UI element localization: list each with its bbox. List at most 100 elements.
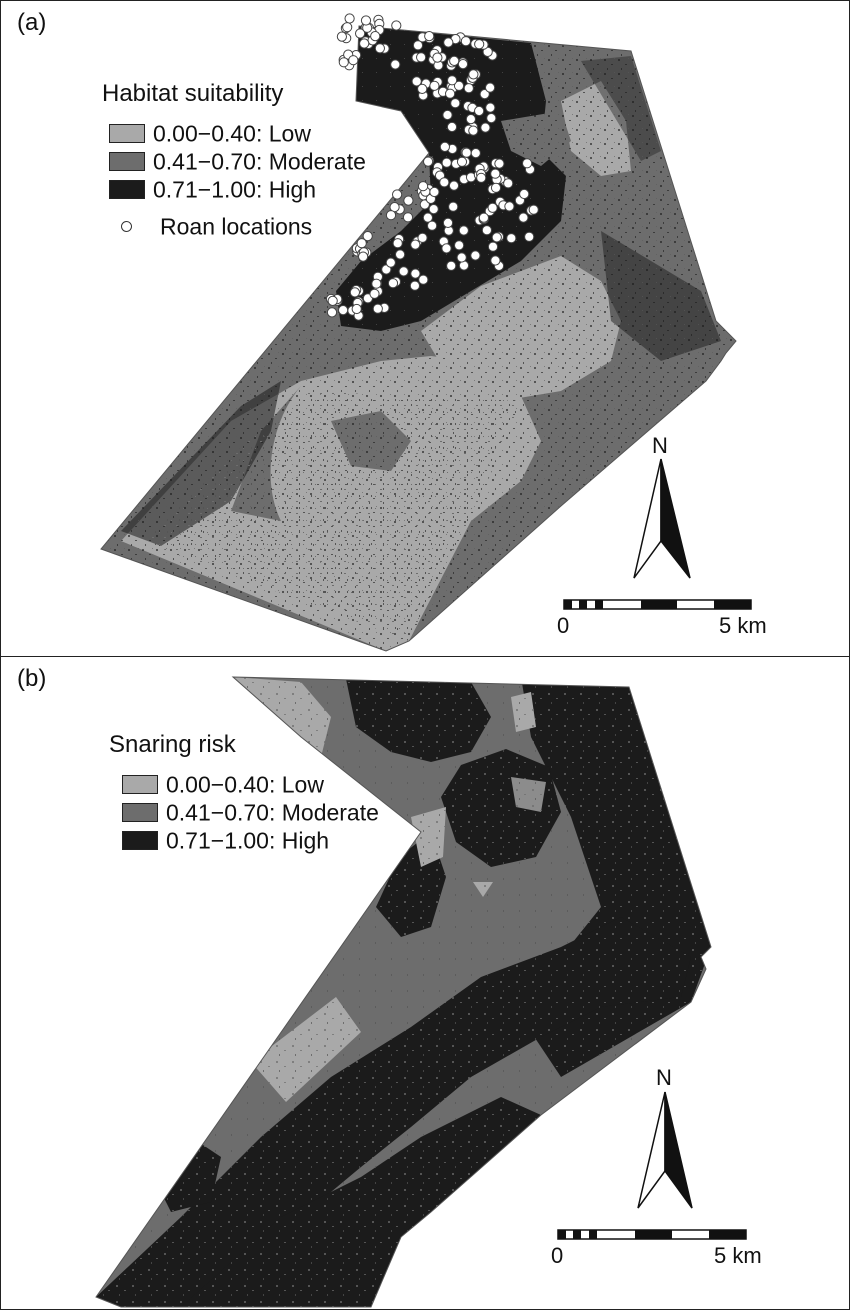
roan-location-point bbox=[459, 226, 468, 235]
roan-location-point bbox=[410, 281, 419, 290]
panel-b-snaring-risk: (b) Snaring risk 0.00−0.40: Low 0.41−0.7… bbox=[0, 656, 850, 1310]
roan-location-point bbox=[337, 32, 346, 41]
roan-location-point bbox=[392, 21, 401, 30]
roan-location-point bbox=[393, 239, 402, 248]
roan-location-point bbox=[447, 261, 456, 270]
roan-location-point bbox=[417, 53, 426, 62]
legend-b-moderate-swatch bbox=[122, 803, 158, 822]
roan-location-point bbox=[492, 233, 501, 242]
legend-a-low-swatch bbox=[109, 124, 145, 143]
roan-location-point bbox=[442, 244, 451, 253]
north-arrow bbox=[634, 459, 690, 578]
roan-location-point bbox=[403, 213, 412, 222]
roan-location-point bbox=[411, 240, 420, 249]
roan-location-point bbox=[443, 110, 452, 119]
roan-location-point bbox=[429, 205, 438, 214]
roan-location-point bbox=[361, 16, 370, 25]
roan-location-point bbox=[475, 40, 484, 49]
roan-location-point bbox=[471, 149, 480, 158]
roan-location-point bbox=[444, 38, 453, 47]
roan-location-point bbox=[457, 157, 466, 166]
roan-location-point bbox=[491, 169, 500, 178]
roan-location-point bbox=[370, 289, 379, 298]
legend-b-low: 0.00−0.40: Low bbox=[122, 770, 324, 796]
roan-location-point bbox=[424, 157, 433, 166]
roan-location-point bbox=[482, 226, 491, 235]
roan-location-point bbox=[447, 122, 456, 131]
roan-location-point bbox=[477, 173, 486, 182]
roan-location-point bbox=[359, 252, 368, 261]
legend-b-high-swatch bbox=[122, 831, 158, 850]
roan-location-point bbox=[491, 256, 500, 265]
legend-a-points-label: Roan locations bbox=[160, 213, 312, 239]
legend-b-moderate-label: 0.41−0.70: Moderate bbox=[166, 799, 379, 825]
roan-location-point bbox=[469, 126, 478, 135]
panel-b-label: (b) bbox=[17, 665, 46, 693]
legend-a-moderate-swatch bbox=[109, 152, 145, 171]
scale-a-start: 0 bbox=[557, 613, 569, 639]
panel-a-label: (a) bbox=[17, 9, 46, 37]
roan-location-point bbox=[488, 242, 497, 251]
roan-location-point bbox=[440, 178, 449, 187]
roan-location-point bbox=[451, 99, 460, 108]
roan-location-point bbox=[481, 123, 490, 132]
roan-location-point bbox=[507, 234, 516, 243]
roan-location-point bbox=[393, 190, 402, 199]
roan-location-point bbox=[486, 83, 495, 92]
roan-location-point bbox=[339, 306, 348, 315]
roan-location-point bbox=[469, 70, 478, 79]
roan-location-point bbox=[419, 275, 428, 284]
roan-location-point bbox=[328, 296, 337, 305]
legend-a-moderate-label: 0.41−0.70: Moderate bbox=[153, 148, 366, 174]
roan-location-point bbox=[450, 56, 459, 65]
legend-a-title: Habitat suitability bbox=[102, 80, 283, 108]
roan-location-point bbox=[519, 213, 528, 222]
legend-a-moderate: 0.41−0.70: Moderate bbox=[109, 147, 366, 173]
roan-location-point bbox=[373, 304, 382, 313]
roan-location-point bbox=[430, 187, 439, 196]
roan-location-point bbox=[391, 60, 400, 69]
roan-location-point bbox=[458, 60, 467, 69]
roan-location-point bbox=[399, 267, 408, 276]
roan-location-point bbox=[505, 202, 514, 211]
roan-location-point bbox=[442, 158, 451, 167]
legend-a-high: 0.71−1.00: High bbox=[109, 175, 316, 201]
legend-a-high-swatch bbox=[109, 180, 145, 199]
roan-location-point bbox=[449, 202, 458, 211]
roan-location-point bbox=[520, 189, 529, 198]
roan-location-point bbox=[461, 37, 470, 46]
low-patch-east bbox=[606, 1122, 651, 1149]
roan-location-point bbox=[495, 159, 504, 168]
roan-location-point bbox=[419, 182, 428, 191]
roan-location-point bbox=[471, 251, 480, 260]
scale-a-end: 5 km bbox=[719, 613, 767, 639]
roan-location-point bbox=[457, 253, 466, 262]
texture-light bbox=[141, 391, 521, 641]
roan-location-point bbox=[486, 103, 495, 112]
roan-location-point bbox=[466, 115, 475, 124]
roan-point-icon bbox=[121, 221, 132, 232]
roan-location-point bbox=[411, 269, 420, 278]
roan-location-point bbox=[386, 211, 395, 220]
roan-location-point bbox=[418, 84, 427, 93]
roan-location-point bbox=[487, 114, 496, 123]
roan-location-point bbox=[404, 196, 413, 205]
roan-location-point bbox=[523, 159, 532, 168]
panel-a-habitat-suitability: (a) Habitat suitability 0.00−0.40: Low 0… bbox=[0, 0, 850, 657]
roan-location-point bbox=[343, 23, 352, 32]
legend-b-low-swatch bbox=[122, 775, 158, 794]
roan-location-point bbox=[448, 76, 457, 85]
roan-location-point bbox=[345, 14, 354, 23]
roan-location-point bbox=[386, 258, 395, 267]
roan-location-point bbox=[388, 279, 397, 288]
roan-location-point bbox=[464, 84, 473, 93]
roan-location-point bbox=[479, 213, 488, 222]
legend-a-low: 0.00−0.40: Low bbox=[109, 119, 311, 145]
roan-location-point bbox=[491, 183, 500, 192]
roan-location-point bbox=[428, 221, 437, 230]
legend-a-low-label: 0.00−0.40: Low bbox=[153, 120, 311, 146]
roan-location-point bbox=[525, 232, 534, 241]
legend-b-low-label: 0.00−0.40: Low bbox=[166, 771, 324, 797]
roan-location-point bbox=[504, 179, 513, 188]
